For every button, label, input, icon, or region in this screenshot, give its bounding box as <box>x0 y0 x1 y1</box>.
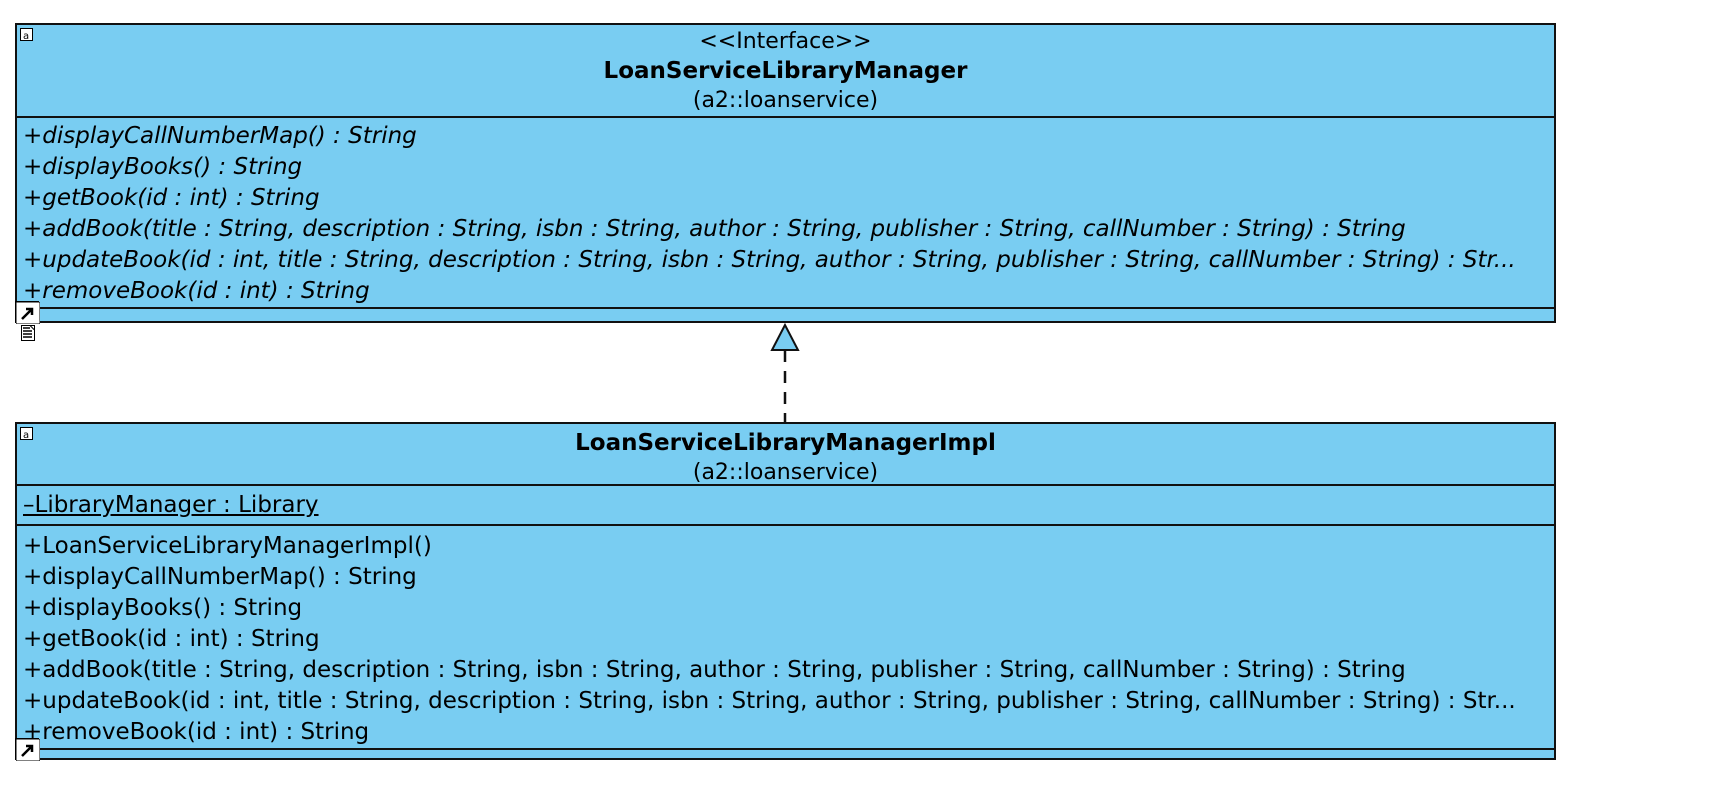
shortcut-arrow-icon[interactable] <box>15 301 40 324</box>
svg-text:a: a <box>23 430 29 441</box>
interface-class-box[interactable]: a <<Interface>> LoanServiceLibraryManage… <box>15 23 1556 324</box>
interface-operation[interactable]: +getBook(id : int) : String <box>23 185 320 211</box>
interface-package-name: (a2::loanservice) <box>692 88 879 113</box>
implementation-operations-compartment[interactable]: +LoanServiceLibraryManagerImpl() +displa… <box>17 526 1554 750</box>
implementation-operation[interactable]: +removeBook(id : int) : String <box>23 719 370 745</box>
interface-operations-compartment[interactable]: +displayCallNumberMap() : String +displa… <box>17 118 1554 309</box>
implementation-attribute[interactable]: –LibraryManager : Library <box>23 492 319 518</box>
interface-operation[interactable]: +updateBook(id : int, title : String, de… <box>23 247 1516 273</box>
abstract-marker-icon: a <box>20 28 33 42</box>
implementation-package-name: (a2::loanservice) <box>692 460 879 485</box>
svg-text:a: a <box>23 31 29 42</box>
implementation-class-header[interactable]: a LoanServiceLibraryManagerImpl (a2::loa… <box>17 424 1554 486</box>
implementation-class-box[interactable]: a LoanServiceLibraryManagerImpl (a2::loa… <box>15 422 1556 761</box>
realization-arrowhead <box>770 322 800 351</box>
implementation-attributes-compartment[interactable]: –LibraryManager : Library <box>17 486 1554 526</box>
interface-operation[interactable]: +displayBooks() : String <box>23 154 303 180</box>
shortcut-arrow-icon[interactable] <box>15 738 40 761</box>
abstract-marker-icon: a <box>20 427 33 441</box>
interface-stereotype: <<Interface>> <box>699 29 872 54</box>
implementation-operation[interactable]: +displayCallNumberMap() : String <box>23 564 417 590</box>
implementation-operation[interactable]: +updateBook(id : int, title : String, de… <box>23 688 1516 714</box>
implementation-operation[interactable]: +displayBooks() : String <box>23 595 303 621</box>
interface-operation[interactable]: +displayCallNumberMap() : String <box>23 123 417 149</box>
interface-operation[interactable]: +removeBook(id : int) : String <box>23 278 370 304</box>
interface-class-name: LoanServiceLibraryManager <box>603 58 968 84</box>
interface-operation[interactable]: +addBook(title : String, description : S… <box>23 216 1406 242</box>
interface-class-header[interactable]: a <<Interface>> LoanServiceLibraryManage… <box>17 25 1554 118</box>
implementation-class-name: LoanServiceLibraryManagerImpl <box>575 430 996 456</box>
implementation-operation[interactable]: +LoanServiceLibraryManagerImpl() <box>23 533 432 559</box>
note-icon[interactable] <box>21 325 35 341</box>
implementation-operation[interactable]: +getBook(id : int) : String <box>23 626 320 652</box>
implementation-operation[interactable]: +addBook(title : String, description : S… <box>23 657 1406 683</box>
